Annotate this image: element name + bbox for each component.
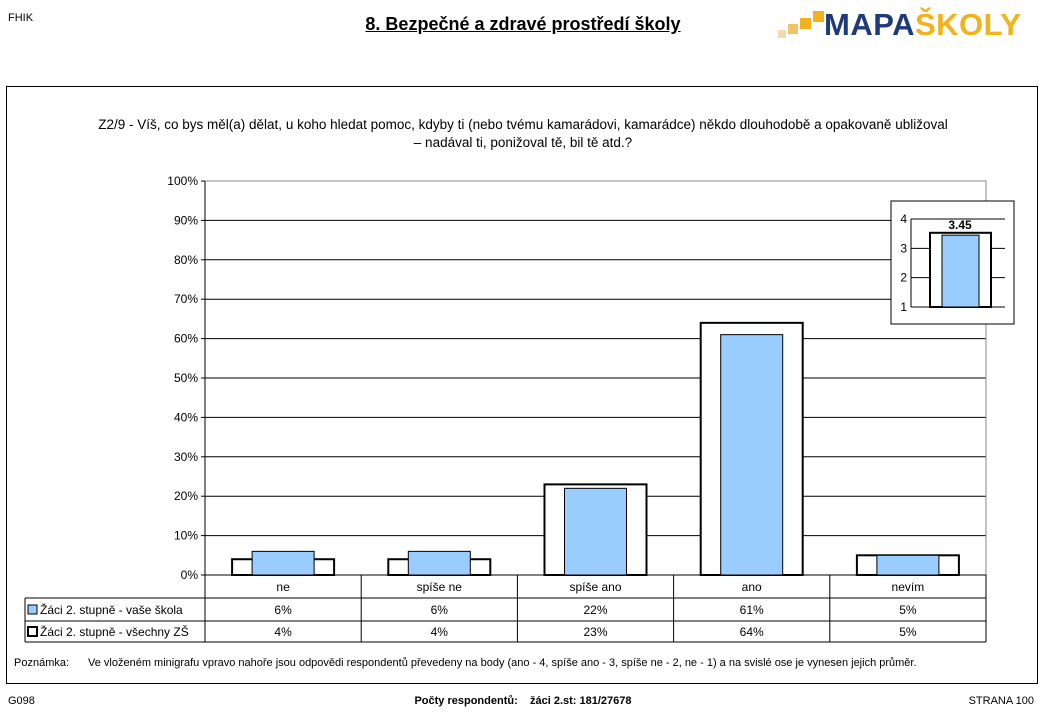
legend-label-all-schools: Žáci 2. stupně - všechny ZŠ <box>40 624 189 639</box>
bar-your-school <box>251 550 315 576</box>
inset-y-tick-label: 2 <box>900 271 907 285</box>
chart-frame <box>6 86 1038 684</box>
y-tick-label: 90% <box>174 213 198 227</box>
data-label-your-school: 61% <box>740 603 764 617</box>
category-label: ano <box>742 580 762 594</box>
inset-y-tick-label: 1 <box>900 300 907 314</box>
bar-your-school <box>876 554 940 576</box>
y-tick-label: 70% <box>174 292 198 306</box>
mapa-skoly-logo: MAPAŠKOLY <box>776 7 1028 42</box>
bar-your-school <box>407 550 471 576</box>
footer-code: G098 <box>8 695 35 707</box>
respondents-label: Počty respondentů: <box>414 695 518 707</box>
data-label-all-schools: 4% <box>431 625 449 639</box>
note-text: Ve vloženém minigrafu vpravo nahoře jsou… <box>88 657 917 669</box>
y-tick-label: 60% <box>174 332 198 346</box>
question-line-2: – nadával ti, ponižoval tě, bil tě atd.? <box>413 135 633 150</box>
data-label-your-school: 22% <box>583 603 607 617</box>
question-text: Z2/9 - Víš, co bys měl(a) dělat, u koho … <box>30 116 1016 152</box>
bar-your-school <box>564 487 627 576</box>
data-label-your-school: 5% <box>899 603 917 617</box>
logo-text-mapa: MAPA <box>824 7 915 42</box>
y-tick-label: 50% <box>174 371 198 385</box>
category-label: spíše ano <box>569 580 621 594</box>
bar-your-school <box>720 334 784 576</box>
y-tick-label: 20% <box>174 489 198 503</box>
logo-squares-icon <box>778 11 824 38</box>
category-label: spíše ne <box>417 580 463 594</box>
category-label: nevím <box>892 580 925 594</box>
page-title: 8. Bezpečné a zdravé prostředí školy <box>0 14 1046 35</box>
legend-label-your-school: Žáci 2. stupně - vaše škola <box>40 602 183 617</box>
data-label-your-school: 6% <box>274 603 292 617</box>
data-label-all-schools: 64% <box>740 625 764 639</box>
category-label: ne <box>276 580 290 594</box>
y-tick-label: 80% <box>174 253 198 267</box>
y-tick-label: 100% <box>167 174 198 188</box>
y-tick-label: 0% <box>181 568 199 582</box>
data-label-all-schools: 5% <box>899 625 917 639</box>
data-label-all-schools: 4% <box>274 625 292 639</box>
data-label-all-schools: 23% <box>583 625 607 639</box>
inset-y-tick-label: 4 <box>900 212 907 226</box>
inset-y-tick-label: 3 <box>900 241 907 255</box>
legend-key-all-schools <box>27 626 38 637</box>
respondent-counts: Počty respondentů: žáci 2.st: 181/27678 <box>0 695 1046 707</box>
logo-text-skoly: ŠKOLY <box>914 7 1022 42</box>
data-label-your-school: 6% <box>431 603 449 617</box>
note-label: Poznámka: <box>14 657 70 669</box>
y-tick-label: 10% <box>174 529 198 543</box>
inset-bar-your-school <box>941 234 980 308</box>
corner-code: FHIK <box>8 12 34 24</box>
page-number: STRANA 100 <box>968 695 1034 707</box>
y-tick-label: 40% <box>174 410 198 424</box>
question-line-1: Z2/9 - Víš, co bys měl(a) dělat, u koho … <box>98 117 948 132</box>
page-title-text: 8. Bezpečné a zdravé prostředí školy <box>365 14 681 34</box>
note: Poznámka: Ve vloženém minigrafu vpravo na… <box>14 657 917 669</box>
inset-value-label: 3.45 <box>948 218 972 232</box>
y-tick-label: 30% <box>174 450 198 464</box>
legend-key-your-school <box>27 604 38 615</box>
respondents-value: žáci 2.st: 181/27678 <box>530 695 632 707</box>
